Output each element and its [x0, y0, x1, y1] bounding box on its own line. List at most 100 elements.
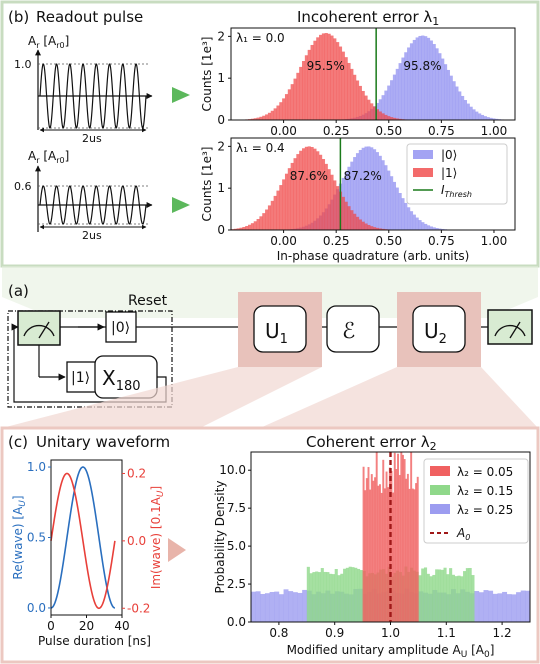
hist-bar-ket1 — [276, 105, 280, 120]
hist-bar-ket0 — [472, 109, 476, 120]
hist-bar-ket1 — [287, 168, 291, 230]
hist-bar-ket1 — [284, 94, 289, 120]
green-arrow-1 — [172, 87, 190, 103]
coherent-bar — [440, 569, 444, 622]
hist-bar-ket0 — [492, 118, 496, 120]
hist-bar-ket0 — [426, 37, 431, 121]
coherent-bar — [411, 488, 414, 622]
hist-bar-ket1 — [324, 33, 328, 120]
hist-bar-ket1 — [355, 216, 360, 230]
x-tick-label: 1.2 — [493, 626, 512, 640]
hist-bar-ket0 — [441, 58, 445, 120]
fidelity-ket1: 95.5% — [307, 59, 345, 73]
y-tick-label-left: 1.0 — [27, 460, 46, 474]
y-tick-label: 1 — [217, 181, 225, 195]
hist-bar-ket1 — [395, 118, 399, 120]
y-tick-label: 1 — [217, 71, 225, 85]
hist-bar-ket1 — [242, 226, 246, 230]
hist-bar-ket1 — [381, 228, 385, 230]
zoom-wedge-u2 — [260, 367, 538, 428]
hist-bar-ket1 — [248, 224, 252, 230]
coherent-bar — [478, 592, 484, 622]
hist-bar-ket1 — [344, 57, 348, 120]
meter-needle-1 — [38, 321, 50, 339]
coherent-bar — [410, 452, 413, 622]
hist-bar-ket1 — [367, 224, 371, 230]
hist-bar-ket0 — [387, 170, 391, 230]
hist-bar-ket0 — [350, 161, 354, 230]
pulse1-amplitude: 1.0 — [14, 58, 32, 71]
panel-a-label: (a) — [8, 282, 29, 300]
y-tick-label: 2 — [217, 29, 225, 43]
hist-bar-ket1 — [256, 117, 260, 120]
reset-label: Reset — [128, 293, 168, 309]
hist-bar-ket0 — [444, 64, 448, 120]
hist-bar-ket1 — [265, 114, 269, 120]
hist-bar-ket0 — [409, 43, 414, 121]
x-tick-label: 1.1 — [437, 626, 456, 640]
hist-bar-ket0 — [441, 228, 445, 230]
meter-arc-1 — [23, 324, 55, 337]
hist-bar-ket1 — [364, 223, 368, 230]
hist-bar-ket1 — [378, 228, 382, 230]
legend-label: λ₂ = 0.25 — [457, 503, 513, 517]
hist-bar-ket0 — [398, 193, 402, 230]
coherent-bar — [451, 574, 455, 622]
hist-bar-ket1 — [341, 196, 345, 230]
hist-bar-ket1 — [341, 51, 345, 121]
y-tick-label: 10.0 — [219, 463, 246, 477]
hist-bar-ket0 — [381, 95, 385, 120]
hist-bar-ket1 — [250, 118, 255, 120]
hist-bar-ket0 — [415, 217, 419, 230]
hist-bar-ket0 — [478, 113, 482, 120]
hist-bar-ket0 — [384, 165, 388, 230]
hist-bar-ket0 — [370, 147, 374, 230]
coherent-bar — [401, 454, 404, 622]
hist-bar-ket1 — [290, 162, 294, 230]
hist-bar-ket0 — [412, 214, 416, 230]
x-tick-label: 0.50 — [375, 124, 402, 138]
measure-gate-2 — [487, 309, 533, 345]
hist-bar-ket0 — [495, 118, 499, 120]
plot-frame — [230, 27, 516, 121]
coherent-bar — [370, 474, 373, 622]
hist-bar-ket1 — [358, 219, 362, 230]
hist-bar-ket1 — [364, 95, 368, 120]
hist-bar-ket0 — [424, 36, 428, 120]
hist-bar-ket1 — [236, 228, 240, 230]
pulse2-wave — [39, 185, 147, 225]
hist-bar-ket0 — [378, 155, 382, 230]
re-wave-line — [50, 466, 115, 609]
hist-bar-ket1 — [233, 228, 237, 230]
y-tick-label-left: 0.0 — [27, 601, 46, 615]
unitary-waveform-chart: 0 20 40 0.0 0.5 1.0 -0.2 0.0 0.2 Pulse duration [… — [11, 459, 166, 648]
hist-bar-ket1 — [307, 146, 311, 230]
hist-bar-ket0 — [475, 111, 479, 120]
coherent-bar — [408, 488, 411, 622]
coherent-bar — [398, 475, 401, 622]
hist-bar-ket1 — [313, 40, 317, 120]
hist-bar-ket1 — [302, 61, 306, 120]
hist-bar-ket1 — [350, 210, 354, 230]
hist-bar-ket1 — [290, 84, 294, 120]
hist-bar-ket1 — [310, 146, 314, 230]
coherent-bar — [454, 576, 458, 622]
hist-bar-ket0 — [486, 117, 490, 120]
coherent-bar — [471, 575, 475, 622]
hist-bar-ket1 — [259, 116, 263, 120]
hist-bar-ket1 — [378, 111, 382, 120]
coherent-bar — [340, 573, 344, 622]
coherent-bar — [502, 591, 508, 622]
y-tick-label: 2 — [217, 139, 225, 153]
y-tick-label: 0 — [217, 223, 225, 237]
coherent-bar — [457, 575, 461, 622]
hist-bar-ket1 — [267, 112, 272, 120]
x-tick-label: 1.00 — [481, 234, 508, 248]
hist-bar-ket0 — [347, 166, 351, 230]
hist-bar-ket1 — [313, 148, 317, 230]
hist-bar-ket1 — [293, 78, 297, 120]
coherent-bar — [364, 490, 367, 622]
